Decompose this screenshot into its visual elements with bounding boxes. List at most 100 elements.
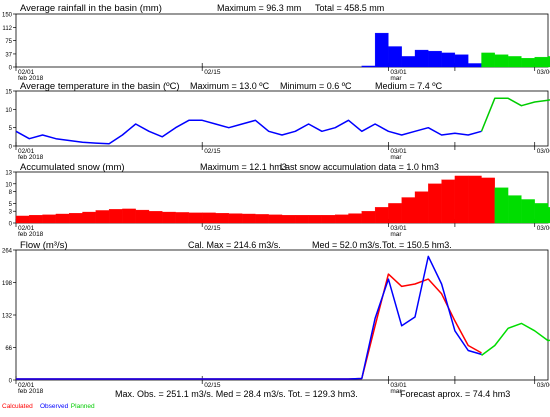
x-tick-sublabel: mar <box>390 231 402 238</box>
bar <box>442 180 455 223</box>
bar <box>535 57 548 67</box>
bar <box>415 192 428 223</box>
bar <box>322 215 335 223</box>
panel-stat: Medium = 7.4 ºC <box>375 81 443 91</box>
y-tick-label: 0 <box>9 145 13 151</box>
y-tick-label: 37 <box>5 52 12 58</box>
panel-stat: Tot. = 150.5 hm3. <box>382 240 452 250</box>
panel-frame <box>16 91 548 146</box>
bar <box>521 58 534 67</box>
bar <box>468 176 481 223</box>
panel-title: Average rainfall in the basin (mm) <box>20 3 162 14</box>
panel-stat: Minimum = 0.6 ºC <box>280 81 352 91</box>
bar <box>495 55 508 67</box>
y-tick-label: 112 <box>2 26 12 32</box>
bar <box>442 53 455 67</box>
series-line <box>16 256 482 379</box>
bar <box>109 209 122 223</box>
bar <box>508 196 521 223</box>
bar <box>428 184 441 223</box>
x-tick-sublabel: feb 2018 <box>18 388 44 395</box>
y-tick-label: 13 <box>5 171 12 177</box>
x-tick-label: 02/15 <box>204 382 221 389</box>
x-tick-sublabel: mar <box>390 154 402 161</box>
y-tick-label: 8 <box>9 190 13 196</box>
bar <box>375 207 388 223</box>
bar <box>521 199 534 223</box>
bar <box>56 214 69 223</box>
bar <box>535 203 548 223</box>
x-tick-sublabel: feb 2018 <box>18 154 44 161</box>
bar <box>162 212 175 223</box>
bar <box>402 198 415 224</box>
y-tick-label: 5 <box>9 126 13 132</box>
bar <box>455 55 468 67</box>
panel-stat: Maximum = 96.3 mm <box>217 3 301 13</box>
bar <box>388 47 401 67</box>
x-tick-label: 03/06 <box>537 69 550 76</box>
panel-title: Average temperature in the basin (ºC) <box>20 81 180 92</box>
x-tick-label: 03/06 <box>537 225 550 232</box>
panel-title: Flow (m³/s) <box>20 240 68 251</box>
bar <box>149 211 162 223</box>
y-tick-label: 0 <box>9 66 13 72</box>
y-tick-label: 5 <box>9 202 13 208</box>
bar <box>335 215 348 223</box>
panel-stat: Maximum = 13.0 ºC <box>190 81 270 91</box>
y-tick-label: 198 <box>2 281 13 287</box>
bar <box>202 213 215 223</box>
legend-entry: Calculated <box>2 403 33 410</box>
y-tick-label: 66 <box>5 346 12 352</box>
x-tick-label: 02/15 <box>204 69 221 76</box>
bar <box>122 209 135 223</box>
bar <box>362 211 375 223</box>
legend-entry: Observed <box>40 403 69 410</box>
panel-stat: Last snow accumulation data = 1.0 hm3 <box>280 162 439 172</box>
forecast-text: Forecast aprox. = 74.4 hm3 <box>400 389 510 399</box>
bar <box>349 214 362 223</box>
y-tick-label: 3 <box>9 210 13 216</box>
x-tick-label: 03/06 <box>537 148 550 155</box>
bar <box>96 210 109 223</box>
bar <box>375 33 388 67</box>
bar <box>482 178 495 223</box>
y-tick-label: 10 <box>5 108 12 114</box>
bar <box>282 215 295 223</box>
panel-stat: Cal. Max = 214.6 m3/s. <box>188 240 281 250</box>
legend-entry: Planned <box>71 403 95 410</box>
bar <box>189 213 202 223</box>
y-tick-label: 10 <box>5 182 12 188</box>
bar <box>176 212 189 223</box>
series-line <box>482 98 550 131</box>
bar <box>362 66 375 67</box>
bar <box>43 215 56 223</box>
bar <box>216 213 229 223</box>
panel-stat: Med = 52.0 m3/s. <box>312 240 382 250</box>
bar <box>295 215 308 223</box>
bar <box>468 63 481 67</box>
bar <box>508 56 521 67</box>
x-tick-label: 03/06 <box>537 382 550 389</box>
panel-stat: Maximum = 12.1 hm3 <box>200 162 287 172</box>
series-line <box>482 323 550 357</box>
bar <box>16 216 29 223</box>
bar <box>388 203 401 223</box>
x-tick-label: 02/15 <box>204 225 221 232</box>
y-tick-label: 0 <box>9 379 13 385</box>
bar <box>482 53 495 67</box>
bar <box>402 56 415 67</box>
y-tick-label: 150 <box>2 13 13 19</box>
bar <box>29 215 42 223</box>
bar <box>242 214 255 223</box>
y-tick-label: 75 <box>5 39 12 45</box>
bar <box>229 214 242 223</box>
bar <box>269 215 282 223</box>
y-tick-label: 0 <box>9 222 13 228</box>
y-tick-label: 15 <box>5 90 12 96</box>
bar <box>69 213 82 223</box>
bar <box>255 214 268 223</box>
panel-title: Accumulated snow (mm) <box>20 162 125 173</box>
bar <box>136 210 149 223</box>
